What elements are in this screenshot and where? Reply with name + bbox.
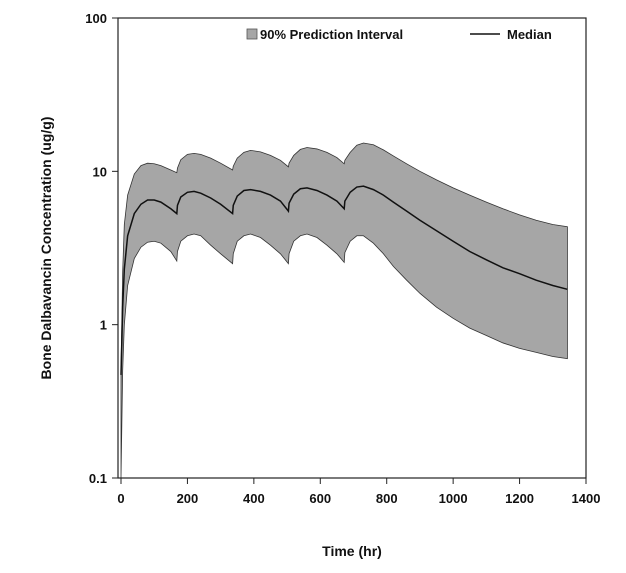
x-axis-label: Time (hr) — [322, 543, 382, 559]
x-tick-label: 0 — [117, 491, 124, 506]
x-tick-label: 1400 — [572, 491, 601, 506]
legend-interval-swatch — [246, 28, 258, 40]
x-tick-label: 200 — [177, 491, 199, 506]
median-line — [120, 185, 568, 375]
y-tick-label: 10 — [93, 164, 107, 179]
y-axis-label: Bone Dalbavancin Concentration (ug/g) — [38, 117, 54, 380]
x-tick-label: 1200 — [505, 491, 534, 506]
y-tick-label: 1 — [100, 318, 107, 333]
plot-elements: 0 200 400 600 800 1000 1200 1400 0.1 1 10 100 — [85, 11, 600, 506]
y-tick-label: 0.1 — [89, 471, 107, 486]
legend-interval-label: 90% Prediction Interval — [260, 27, 403, 42]
legend-median-label: Median — [507, 27, 552, 42]
y-tick-label: 100 — [85, 11, 107, 26]
x-tick-label: 800 — [376, 491, 398, 506]
prediction-interval-band — [120, 142, 568, 479]
x-tick-label: 1000 — [439, 491, 468, 506]
x-tick-label: 400 — [243, 491, 265, 506]
plot-frame — [117, 17, 587, 479]
x-tick-label: 600 — [309, 491, 331, 506]
legend: 90% Prediction Interval Median — [246, 27, 552, 42]
